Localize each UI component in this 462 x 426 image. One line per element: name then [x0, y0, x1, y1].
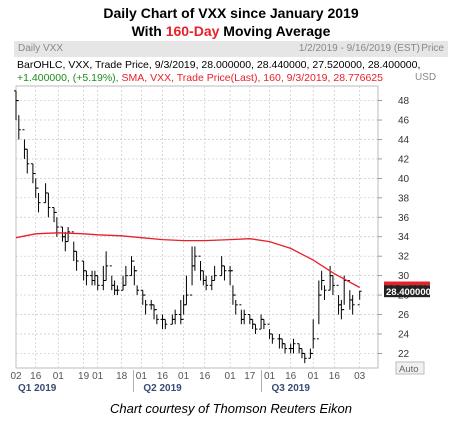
legend-line2: +1.400000, (+5.19%), SMA, VXX, Trade Pri…: [17, 72, 383, 84]
plot-area: [15, 85, 379, 369]
legend-change: +1.400000, (+5.19%),: [17, 72, 119, 84]
title-prefix: With: [131, 23, 166, 39]
x-tick-label: 01: [92, 371, 104, 382]
legend-sma: SMA, VXX, Trade Price(Last), 160, 9/3/20…: [121, 72, 384, 84]
chart-title-line1: Daily Chart of VXX since January 2019: [103, 5, 359, 21]
y-tick-label: 38: [398, 193, 410, 204]
x-tick-label: 01: [136, 371, 148, 382]
auto-box: [395, 361, 425, 375]
y-tick-label: 32: [398, 252, 410, 263]
y-tick-label: 22: [398, 349, 410, 360]
quarter-label: Q2 2019: [143, 383, 182, 394]
price-label: Price: [421, 43, 444, 54]
y-tick-label: 48: [398, 96, 410, 107]
x-tick-label: 16: [30, 371, 42, 382]
y-tick-label: 46: [398, 116, 410, 127]
y-tick-label: 36: [398, 213, 410, 224]
quarter-label: Q3 2019: [272, 383, 311, 394]
x-tick-label: 16: [199, 371, 211, 382]
auto-label: Auto: [399, 364, 419, 375]
x-tick-label: 01: [178, 371, 190, 382]
date-range: 1/2/2019 - 9/16/2019 (EST): [298, 43, 420, 54]
y-tick-label: 42: [398, 154, 410, 165]
currency-label: USD: [415, 72, 437, 83]
x-tick-label: 17: [244, 371, 256, 382]
chart-header-strip: Daily VXX 1/2/2019 - 9/16/2019 (EST) Pri…: [14, 41, 448, 57]
x-tick-label: 01: [308, 371, 320, 382]
y-tick-label: 34: [398, 232, 410, 243]
chart-caption: Chart courtesy of Thomson Reuters Eikon: [109, 401, 353, 416]
x-tick-label: 01: [225, 371, 237, 382]
x-tick-label: 16: [157, 371, 169, 382]
title-suffix: Moving Average: [219, 23, 331, 39]
sma-line: [15, 232, 361, 289]
chart-title-line2: With 160-Day Moving Average: [0, 23, 462, 39]
x-tick-label: 16: [285, 371, 297, 382]
x-tick-label: 18: [116, 371, 128, 382]
chart-name: Daily VXX: [18, 43, 64, 54]
x-tick-label: 01: [53, 371, 65, 382]
legend-ohlc: BarOHLC, VXX, Trade Price, 9/3/2019, 28.…: [17, 59, 421, 71]
x-tick-label: 19: [78, 371, 90, 382]
x-tick-label: 03: [354, 371, 366, 382]
last-price-box: [384, 285, 430, 298]
y-tick-label: 44: [398, 135, 410, 146]
y-tick-label: 24: [398, 329, 410, 340]
title-highlight: 160-Day: [165, 23, 220, 39]
y-tick-label: 40: [398, 174, 410, 185]
x-tick-label: 16: [329, 371, 341, 382]
quarter-label: Q1 2019: [18, 383, 57, 394]
last-price-label: 28.400000: [386, 287, 431, 298]
x-tick-label: 01: [264, 371, 276, 382]
y-tick-label: 30: [398, 271, 410, 282]
y-tick-label: 26: [398, 310, 410, 321]
x-tick-label: 02: [10, 371, 22, 382]
